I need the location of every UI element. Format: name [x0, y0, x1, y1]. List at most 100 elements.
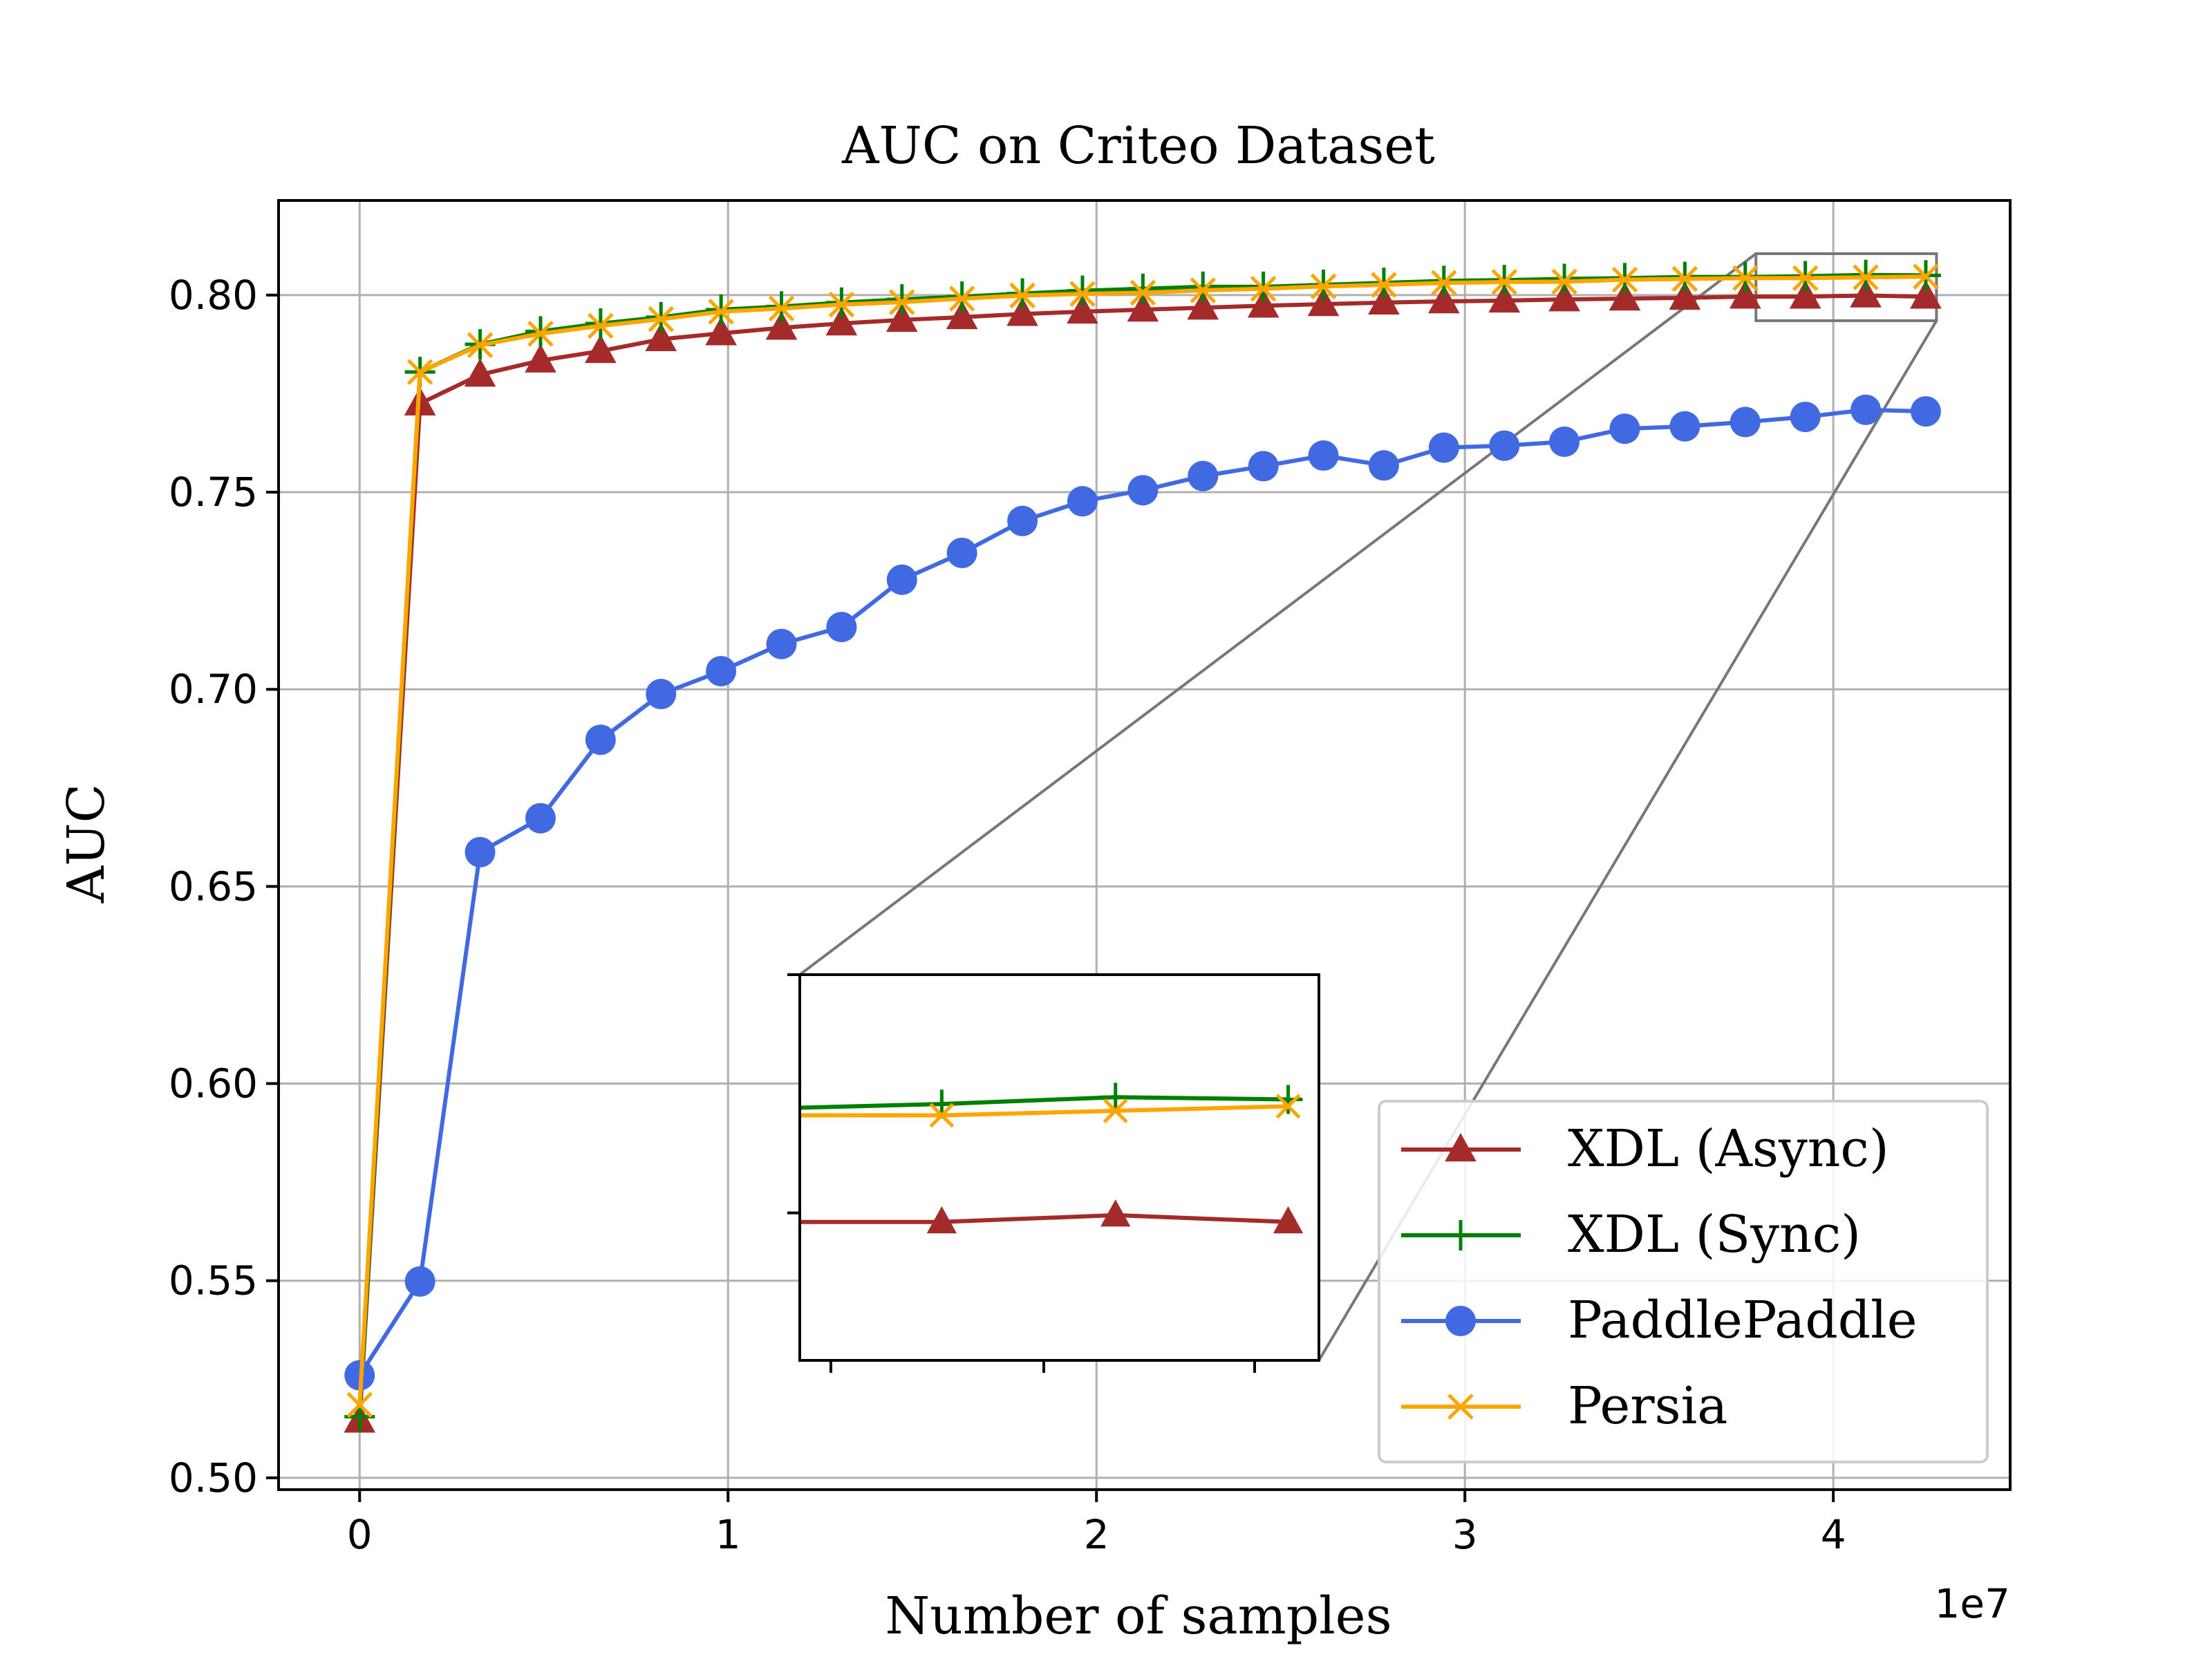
circle-marker [1609, 413, 1640, 444]
circle-marker [766, 628, 797, 659]
triangle-marker [1850, 279, 1882, 308]
legend-entry: XDL (Sync) [1401, 1205, 1861, 1264]
triangle-marker [585, 334, 617, 364]
x-marker [1069, 281, 1096, 307]
x-marker [1447, 1394, 1474, 1420]
series-paddlepaddle [344, 394, 1941, 1391]
plus-marker [1445, 1220, 1476, 1250]
x-marker [1671, 265, 1698, 292]
circle-marker [1445, 1306, 1476, 1336]
plus-marker [886, 284, 917, 315]
triangle-marker [1789, 280, 1821, 309]
x-marker [1371, 272, 1397, 298]
legend-label: XDL (Async) [1568, 1119, 1889, 1179]
x-marker [1853, 264, 1879, 290]
triangle-marker [1669, 281, 1701, 310]
circle-marker [404, 1266, 435, 1297]
zoom-connector [798, 252, 1757, 976]
inset-frame [798, 973, 1320, 1362]
x-marker [1130, 279, 1156, 306]
triangle-marker [464, 358, 496, 387]
triangle-marker [1067, 294, 1098, 324]
legend: XDL (Async) XDL (Sync) PaddlePaddle Persia [1378, 1100, 1989, 1463]
circle-marker [1850, 394, 1882, 425]
triangle-marker [886, 303, 918, 332]
x-marker [948, 285, 975, 312]
x-marker [708, 299, 734, 325]
y-tick-label: 0.80 [169, 272, 258, 319]
plus-marker [1100, 1082, 1130, 1112]
circle-marker [1127, 475, 1159, 506]
triangle-marker [1548, 283, 1580, 312]
triangle-marker [1307, 287, 1340, 317]
triangle-marker [705, 317, 737, 346]
x-marker [1792, 265, 1819, 292]
circle-marker [1730, 406, 1761, 438]
triangle-marker [825, 306, 858, 336]
triangle-marker [1488, 283, 1521, 313]
triangle-marker [1609, 282, 1641, 311]
legend-label: XDL (Sync) [1568, 1205, 1861, 1264]
plus-marker [1549, 263, 1580, 294]
axis-ticks: 0 1 2 3 4 0.50 0.55 0.60 0.65 0.70 0.75 0.80 [169, 272, 1846, 1558]
y-tick-label: 0.55 [169, 1257, 258, 1304]
x-marker [828, 291, 855, 318]
series-persia [346, 263, 1939, 1418]
triangle-marker [1006, 297, 1038, 326]
x-marker [406, 359, 433, 385]
circle-marker [1188, 460, 1219, 491]
triangle-marker [1273, 1206, 1304, 1234]
x-marker [648, 306, 674, 332]
circle-marker [525, 803, 556, 834]
zoom-inset [787, 973, 1320, 1373]
triangle-marker [765, 311, 798, 340]
circle-marker [465, 836, 496, 868]
x-marker [527, 321, 554, 347]
circle-marker [1428, 432, 1459, 463]
x-marker [1611, 266, 1638, 293]
circle-marker [1067, 486, 1098, 517]
circle-marker [1308, 440, 1339, 471]
x-tick-label: 1 [715, 1511, 741, 1558]
legend-label: Persia [1568, 1376, 1727, 1436]
x-axis-label: Number of samples [885, 1586, 1391, 1646]
inset-series-line [800, 1104, 1288, 1118]
triangle-marker [1729, 280, 1761, 309]
series-xdl-async [344, 279, 1942, 1433]
legend-label: PaddlePaddle [1568, 1291, 1918, 1350]
triangle-marker [946, 300, 978, 330]
triangle-marker [1187, 291, 1219, 320]
triangle-marker [1910, 280, 1942, 309]
x-tick-label: 4 [1821, 1511, 1846, 1558]
x-marker [1732, 265, 1759, 292]
triangle-marker [1247, 289, 1280, 318]
circle-marker [1248, 451, 1279, 482]
circle-marker [946, 537, 977, 568]
circle-marker [1549, 427, 1580, 458]
triangle-marker [525, 344, 556, 373]
y-axis-label: AUC [57, 784, 116, 903]
triangle-marker [1428, 285, 1460, 314]
circle-marker [1910, 396, 1941, 427]
inset-series-layer [800, 1082, 1304, 1234]
x-marker [1491, 269, 1517, 295]
x-marker [1913, 263, 1939, 290]
x-marker [1009, 282, 1035, 309]
axes-frame [277, 199, 2012, 1491]
x-tick-label: 0 [347, 1511, 373, 1558]
circle-marker [1489, 430, 1520, 461]
series-layer [344, 259, 1942, 1433]
triangle-marker [1368, 285, 1400, 315]
legend-entry: PaddlePaddle [1401, 1291, 1918, 1350]
x-marker [1310, 273, 1337, 300]
circle-marker [826, 612, 857, 643]
x-marker [467, 332, 494, 359]
circle-marker [706, 655, 737, 686]
legend-entry: XDL (Async) [1401, 1119, 1889, 1179]
legend-box [1378, 1100, 1989, 1463]
triangle-marker [1445, 1133, 1477, 1162]
y-tick-label: 0.70 [169, 666, 258, 713]
circle-marker [585, 724, 616, 756]
triangle-marker [1100, 1199, 1131, 1227]
